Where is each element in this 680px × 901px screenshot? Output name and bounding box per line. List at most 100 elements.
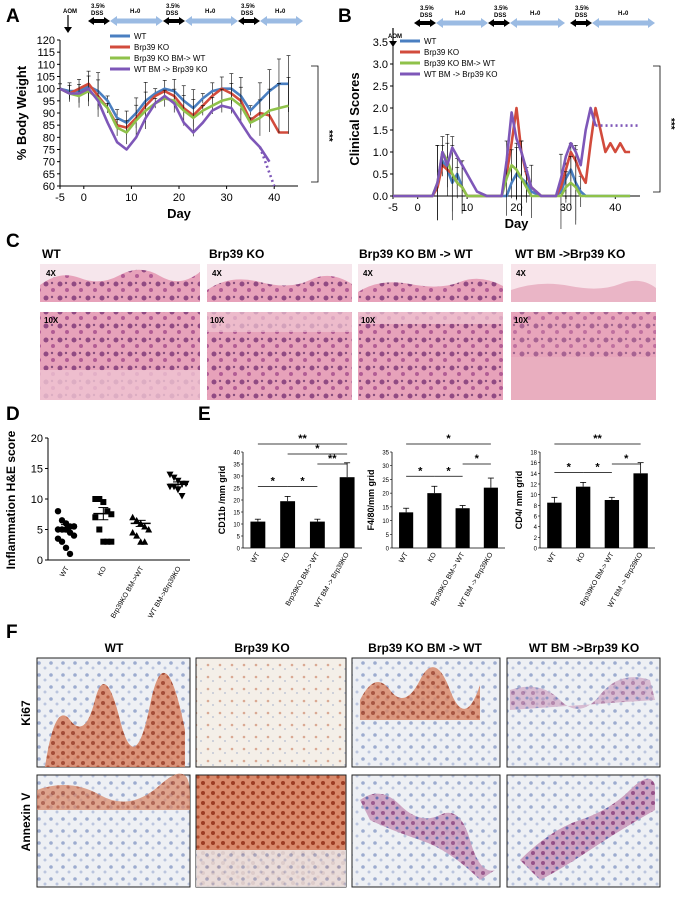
legend-label: Brp39 KO BM-> WT: [424, 59, 495, 68]
data-point: [129, 513, 137, 521]
y-tick-label: 30: [382, 464, 389, 470]
y-tick-label: 4: [534, 525, 538, 531]
bar: [575, 486, 591, 548]
significance-label: *: [315, 443, 320, 455]
y-tick-label: 1.5: [373, 125, 388, 137]
bar: [250, 521, 266, 548]
significance-label: **: [298, 433, 307, 445]
data-point: [92, 496, 99, 502]
y-tick-label: 1.0: [373, 147, 388, 159]
dss-label-b1: DSS: [420, 13, 432, 19]
y-tick-label: 2.5: [373, 81, 388, 93]
data-point: [104, 508, 111, 515]
bar: [427, 493, 442, 548]
data-point: [92, 514, 99, 521]
ihc-ki67-wtbmko-stain: [510, 677, 655, 710]
y-tick-label: 100: [37, 84, 55, 96]
panel-letter-d: D: [6, 404, 20, 425]
y-tick-label: 0: [37, 555, 43, 567]
panel-letter-f: F: [6, 622, 18, 643]
c-col-title-ko-bm-wt: Brp39 KO BM -> WT: [359, 247, 473, 261]
y-tick-label: 18: [530, 451, 537, 457]
x-tick-label: Brp39KO BM-> WT: [285, 551, 322, 608]
y-tick-label: 80: [43, 132, 55, 144]
significance-label: *: [300, 475, 305, 487]
y-axis-label: F4/80/mm grid: [366, 469, 376, 530]
data-point: [62, 544, 70, 551]
ihc-annexin-ko-lower: [196, 850, 346, 887]
x-tick-label: 40: [609, 202, 621, 214]
panel-letter-b: B: [338, 6, 352, 27]
h2o-arrow-2: [185, 16, 238, 26]
significance-label: **: [593, 433, 602, 445]
y-tick-label: 15: [382, 505, 389, 511]
x-tick-label: 10: [461, 202, 473, 214]
y-tick-label: 0: [534, 547, 538, 553]
data-point: [178, 492, 186, 500]
y-tick-label: 65: [43, 169, 55, 181]
data-point: [145, 526, 153, 533]
y-tick-label: 6: [534, 515, 538, 521]
he-4x-ko-tissue: [207, 275, 352, 302]
h2o-label-2: H₂0: [205, 9, 216, 15]
x-tick-label: Brp39KO BM->WT: [110, 565, 146, 620]
he-10x-wtbmko-mag: 10X: [514, 316, 529, 325]
chart-b-clinical-scores: 0.0 0.5 1.0 1.5 2.0 2.5 3.0 3.5 -5 0 10 20 30 40 Day Cl…: [347, 37, 640, 231]
he-10x-ko-mag: 10X: [210, 316, 225, 325]
y-tick-label: 5: [386, 533, 390, 539]
y-tick-label: 0: [386, 547, 390, 553]
y-tick-label: 12: [530, 483, 537, 489]
x-tick-label: 0: [81, 192, 87, 204]
series-line-3: [393, 106, 597, 198]
h2o-arrow-b1: [436, 18, 488, 28]
h2o-label-3: H₂0: [275, 9, 286, 15]
x-tick-label: KO: [280, 551, 291, 564]
bar: [483, 487, 498, 548]
ihc-ki67-wt-stain: [45, 672, 185, 767]
data-point: [96, 496, 103, 502]
dss-arrow-b1: [414, 19, 436, 27]
significance-label: *: [271, 475, 276, 487]
aom-label: AOM: [63, 9, 77, 15]
he-4x-kobmwt-tissue: [358, 278, 503, 302]
panel-letter-e: E: [198, 404, 211, 425]
y-axis-label: % Body Weight: [14, 65, 29, 160]
aom-label-b: AOM: [388, 34, 402, 40]
y-axis-label: Inflammation H&E score: [4, 430, 18, 569]
significance-label-a: ***: [323, 130, 334, 142]
significance-label-b: ***: [665, 118, 676, 130]
significance-label: *: [446, 465, 451, 477]
x-tick-label: 30: [560, 202, 572, 214]
he-10x-wt-mag: 10X: [44, 316, 59, 325]
data-point: [174, 486, 182, 494]
dss-pct-2: 3.5%: [166, 4, 180, 10]
h2o-label-b1: H₂0: [455, 11, 466, 17]
he-4x-wt-mag: 4X: [46, 269, 56, 278]
legend-label: WT: [134, 32, 147, 41]
x-tick-label: KO: [427, 551, 438, 564]
panel-f-ihc: WT Brp39 KO Brp39 KO BM -> WT WT BM ->Br…: [19, 641, 661, 888]
x-tick-label: 20: [510, 202, 522, 214]
y-tick-label: 20: [31, 433, 43, 445]
c-col-title-wt: WT: [42, 247, 61, 261]
significance-label: *: [475, 453, 480, 465]
x-tick-label: -5: [388, 202, 398, 214]
f-row-label-annexin: Annexin V: [19, 793, 33, 852]
x-tick-label: 20: [173, 192, 185, 204]
data-point: [58, 538, 66, 545]
f-col-title-wt-bm-ko: WT BM ->Brp39 KO: [529, 641, 639, 655]
he-10x-kobmwt-mag: 10X: [361, 316, 376, 325]
data-point: [129, 529, 137, 536]
bar: [280, 501, 296, 548]
legend-label: WT BM -> Brp39 KO: [134, 65, 207, 74]
y-tick-label: 10: [31, 494, 43, 506]
he-10x-wtbmko-mucosa: [511, 312, 656, 357]
significance-label: *: [567, 461, 572, 473]
legend-label: Brp39 KO BM-> WT: [134, 54, 205, 63]
ihc-ki67-kobmwt-stain: [360, 667, 480, 720]
legend-label: WT: [424, 37, 437, 46]
